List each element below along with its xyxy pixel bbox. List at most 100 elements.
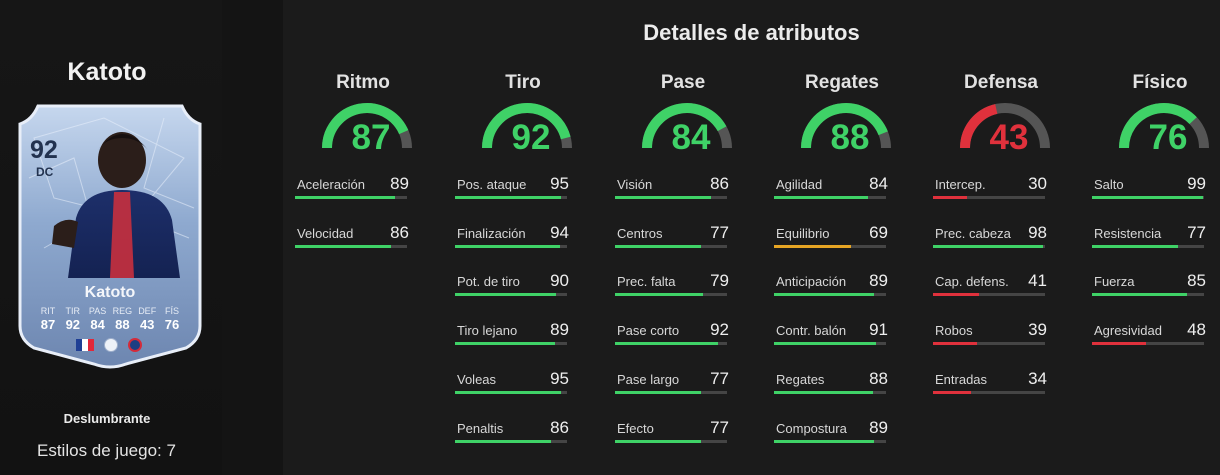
attribute-bar-fill xyxy=(774,293,874,296)
card-stat: RIT 87 xyxy=(36,306,60,332)
attribute-row[interactable]: Pot. de tiro 90 xyxy=(455,271,569,298)
attribute-row[interactable]: Fuerza 85 xyxy=(1092,271,1206,298)
gauge-fill xyxy=(801,103,888,149)
attribute-label: Pot. de tiro xyxy=(457,274,520,289)
attribute-bar-track xyxy=(933,245,1045,248)
attribute-value: 89 xyxy=(869,271,888,290)
attribute-value: 39 xyxy=(1028,320,1047,339)
attribute-label: Tiro lejano xyxy=(457,323,518,338)
attribute-bar-fill xyxy=(933,391,972,394)
attribute-bar-fill xyxy=(615,293,704,296)
attribute-bar-fill xyxy=(933,245,1043,248)
attribute-row[interactable]: Efecto 77 xyxy=(615,418,729,445)
attribute-label: Velocidad xyxy=(297,226,354,241)
attribute-bar-track xyxy=(933,391,1045,394)
attribute-bar-track xyxy=(1092,196,1204,199)
category-name: Tiro xyxy=(505,72,541,93)
attribute-value: 41 xyxy=(1028,271,1047,290)
attribute-row[interactable]: Compostura 89 xyxy=(774,418,888,445)
attributes-panel: Detalles de atributos Ritmo 87 Aceleración… xyxy=(283,0,1220,475)
attribute-row[interactable]: Intercep. 30 xyxy=(933,174,1047,201)
card-stat-label: RIT xyxy=(40,306,56,316)
attribute-row[interactable]: Agresividad 48 xyxy=(1092,320,1206,347)
attribute-row[interactable]: Finalización 94 xyxy=(455,223,569,250)
attribute-bar-track xyxy=(295,245,407,248)
playstyles-count[interactable]: Estilos de juego: 7 xyxy=(37,441,176,460)
attribute-value: 77 xyxy=(1187,223,1206,242)
attribute-value: 94 xyxy=(550,223,569,242)
attribute-row[interactable]: Visión 86 xyxy=(615,174,729,201)
attribute-value: 89 xyxy=(550,320,569,339)
attribute-row[interactable]: Pos. ataque 95 xyxy=(455,174,569,201)
attribute-row[interactable]: Centros 77 xyxy=(615,223,729,250)
attribute-bar-fill xyxy=(295,245,392,248)
attribute-row[interactable]: Resistencia 77 xyxy=(1092,223,1206,250)
attribute-row[interactable]: Aceleración 89 xyxy=(295,174,409,201)
attribute-row[interactable]: Entradas 34 xyxy=(933,369,1047,396)
attribute-bar-fill xyxy=(455,196,562,199)
category-value: 76 xyxy=(1148,118,1188,157)
attribute-row[interactable]: Prec. falta 79 xyxy=(615,271,729,298)
attribute-bar-fill xyxy=(933,196,967,199)
attribute-value: 48 xyxy=(1187,320,1206,339)
panel-title: Detalles de atributos xyxy=(643,20,860,45)
france-flag-icon xyxy=(76,339,94,351)
attribute-row[interactable]: Voleas 95 xyxy=(455,369,569,396)
attribute-label: Prec. falta xyxy=(617,274,676,289)
attribute-label: Penaltis xyxy=(457,421,504,436)
attribute-row[interactable]: Pase largo 77 xyxy=(615,369,729,396)
player-panel: Katoto xyxy=(0,0,222,475)
attribute-bar-track xyxy=(615,391,727,394)
attribute-bar-fill xyxy=(455,293,556,296)
player-name: Katoto xyxy=(67,58,147,86)
attribute-bar-fill xyxy=(455,440,552,443)
club-crest-icon xyxy=(128,338,142,352)
attribute-value: 85 xyxy=(1187,271,1206,290)
player-card[interactable]: 92 DC Katoto RIT 87 TIR 92 PAS 84 REG 88 DEF… xyxy=(14,98,206,370)
attribute-row[interactable]: Salto 99 xyxy=(1092,174,1206,201)
category-name: Ritmo xyxy=(336,72,390,93)
card-stat: TIR 92 xyxy=(61,306,85,332)
attribute-bar-track xyxy=(615,440,727,443)
attribute-label: Pase largo xyxy=(617,372,680,387)
attribute-label: Efecto xyxy=(617,421,654,436)
gauge-fill xyxy=(642,103,727,149)
attribute-row[interactable]: Velocidad 86 xyxy=(295,223,409,250)
attribute-row[interactable]: Tiro lejano 89 xyxy=(455,320,569,347)
attribute-row[interactable]: Anticipación 89 xyxy=(774,271,888,298)
attribute-label: Anticipación xyxy=(776,274,847,289)
attribute-bar-track xyxy=(774,245,886,248)
attribute-row[interactable]: Prec. cabeza 98 xyxy=(933,223,1047,250)
card-stat: FÍS 76 xyxy=(160,306,184,332)
attribute-bar-track xyxy=(1092,342,1204,345)
attribute-bar-track xyxy=(455,196,567,199)
attribute-row[interactable]: Regates 88 xyxy=(774,369,888,396)
attribute-bar-fill xyxy=(295,196,395,199)
attribute-row[interactable]: Equilibrio 69 xyxy=(774,223,888,250)
attribute-label: Intercep. xyxy=(935,177,986,192)
attribute-bar-track xyxy=(1092,245,1204,248)
attribute-value: 99 xyxy=(1187,174,1206,193)
card-stat-value: 92 xyxy=(65,317,81,332)
attribute-bar-fill xyxy=(615,245,702,248)
attribute-bar-fill xyxy=(933,342,977,345)
attribute-value: 86 xyxy=(550,418,569,437)
attribute-bar-track xyxy=(455,440,567,443)
attribute-label: Cap. defens. xyxy=(935,274,1009,289)
attribute-value: 88 xyxy=(869,369,888,388)
attribute-bar-track xyxy=(455,391,567,394)
card-stat: PAS 84 xyxy=(86,306,110,332)
attribute-bar-track xyxy=(774,293,886,296)
gauge-fill xyxy=(960,104,998,149)
attribute-row[interactable]: Contr. balón 91 xyxy=(774,320,888,347)
card-stat-value: 87 xyxy=(40,317,56,332)
attribute-row[interactable]: Pase corto 92 xyxy=(615,320,729,347)
attribute-label: Fuerza xyxy=(1094,274,1135,289)
attribute-row[interactable]: Cap. defens. 41 xyxy=(933,271,1047,298)
category-name: Físico xyxy=(1132,72,1188,93)
attribute-row[interactable]: Agilidad 84 xyxy=(774,174,888,201)
attribute-bar-fill xyxy=(774,342,876,345)
attribute-label: Regates xyxy=(776,372,825,387)
attribute-row[interactable]: Robos 39 xyxy=(933,320,1047,347)
attribute-row[interactable]: Penaltis 86 xyxy=(455,418,569,445)
